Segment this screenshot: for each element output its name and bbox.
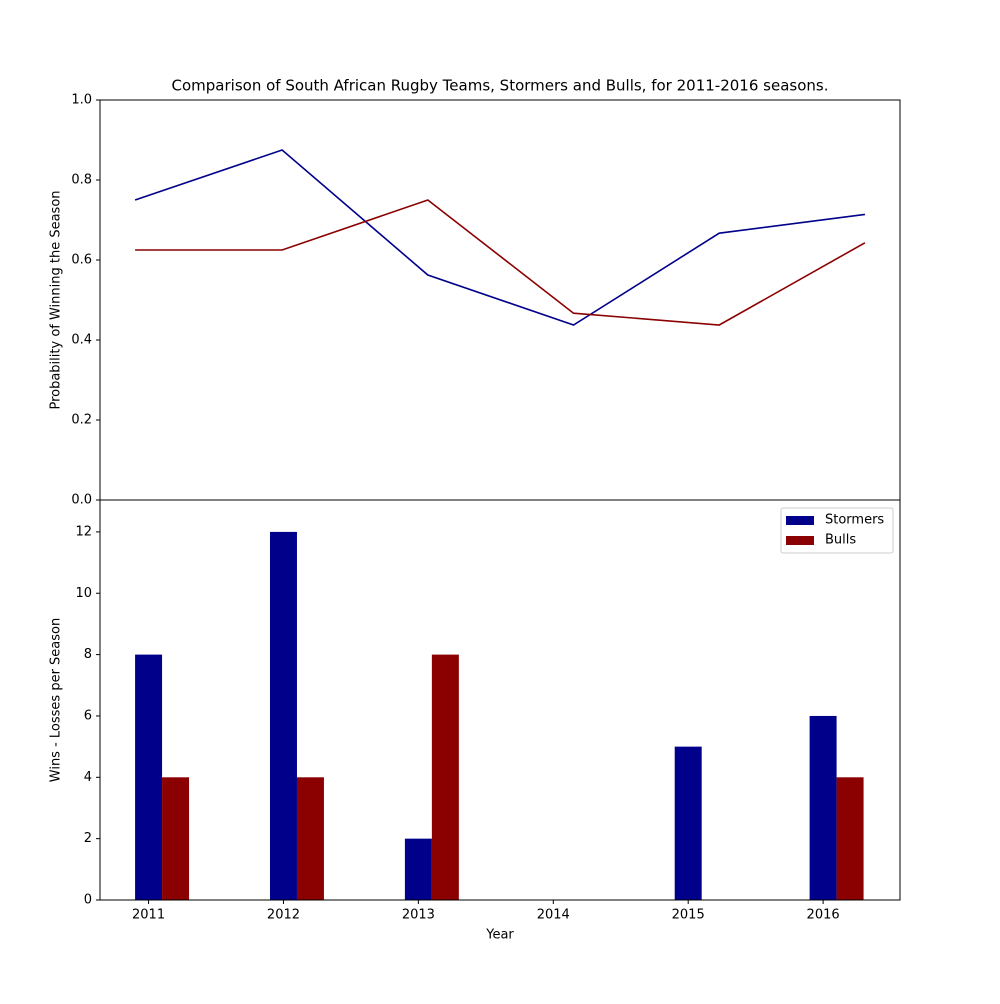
x-tick-label: 2013 xyxy=(402,908,435,923)
x-tick-label: 2015 xyxy=(672,908,705,923)
bar xyxy=(135,654,163,900)
bar xyxy=(431,654,459,900)
legend-swatch xyxy=(786,516,814,525)
y-tick-label: 0.6 xyxy=(71,253,92,268)
y-axis-label: Probability of Winning the Season xyxy=(49,190,64,409)
chart-title: Comparison of South African Rugby Teams,… xyxy=(172,77,829,95)
y-tick-label: 0.0 xyxy=(71,493,92,508)
y-tick-label: 10 xyxy=(75,586,92,601)
y-axis-label: Wins - Losses per Season xyxy=(49,618,64,782)
y-tick-label: 1.0 xyxy=(71,93,92,108)
bar xyxy=(674,746,702,900)
y-tick-label: 0.2 xyxy=(71,413,92,428)
x-axis-label: Year xyxy=(485,928,514,943)
line xyxy=(134,149,866,326)
axes-frame xyxy=(99,499,901,901)
y-tick-label: 8 xyxy=(84,647,92,662)
bar xyxy=(404,838,432,900)
bar xyxy=(296,777,324,900)
bar xyxy=(836,777,864,900)
legend-label: Bulls xyxy=(825,533,856,548)
y-tick-label: 6 xyxy=(84,708,92,723)
legend-swatch xyxy=(786,536,814,545)
x-tick-label: 2012 xyxy=(267,908,300,923)
y-tick-label: 0.4 xyxy=(71,333,92,348)
y-tick-label: 4 xyxy=(84,770,92,785)
bar xyxy=(269,531,297,900)
bar xyxy=(162,777,190,900)
bar xyxy=(809,715,837,900)
y-tick-label: 2 xyxy=(84,831,92,846)
legend-label: Stormers xyxy=(825,513,884,528)
x-tick-label: 2011 xyxy=(132,908,165,923)
x-tick-label: 2016 xyxy=(807,908,840,923)
line xyxy=(135,199,866,326)
y-tick-label: 0 xyxy=(84,893,92,908)
y-tick-label: 0.8 xyxy=(71,173,92,188)
x-tick-label: 2014 xyxy=(537,908,570,923)
y-tick-label: 12 xyxy=(75,524,92,539)
